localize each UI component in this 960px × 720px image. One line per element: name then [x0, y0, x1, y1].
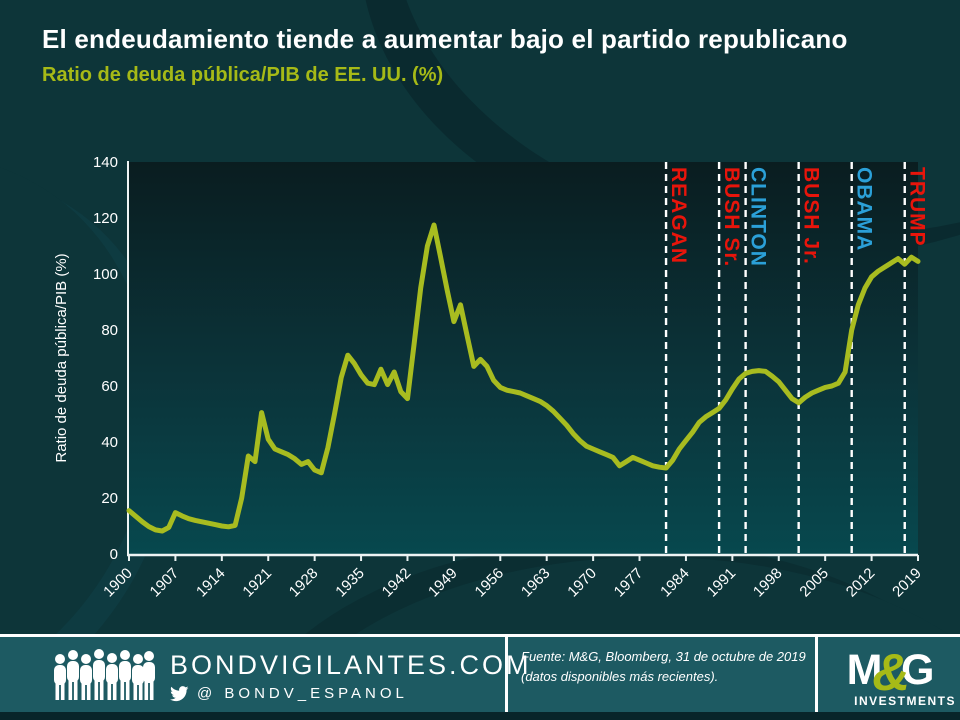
source-line-2: (datos disponibles más recientes). — [521, 668, 719, 684]
footer-divider — [815, 637, 818, 712]
footer-divider — [505, 637, 508, 712]
brand-name: BONDVIGILANTES.COM — [170, 650, 532, 680]
president-label-obama: OBAMA — [853, 167, 876, 251]
y-tick-label: 0 — [110, 546, 118, 563]
people-crowd-icon — [54, 649, 155, 700]
page-title: El endeudamiento tiende a aumentar bajo … — [42, 24, 848, 54]
y-tick-label: 20 — [101, 490, 118, 507]
source-line-1: Fuente: M&G, Bloomberg, 31 de octubre de… — [521, 649, 806, 664]
x-tick-label: 2005 — [796, 565, 832, 601]
president-label-trump: TRUMP — [906, 167, 929, 247]
president-label-clinton: CLINTON — [747, 167, 770, 267]
mg-logo-ampersand: & — [872, 644, 910, 702]
x-tick-label: 1907 — [147, 565, 183, 601]
president-label-bush-jr: BUSH Jr. — [800, 167, 823, 265]
x-tick-label: 1991 — [704, 565, 740, 601]
y-tick-label: 100 — [93, 266, 118, 283]
x-tick-label: 1984 — [657, 565, 693, 601]
x-tick-label: 1970 — [564, 565, 600, 601]
x-tick-label: 1921 — [239, 565, 275, 601]
debt-ratio-line — [126, 222, 921, 534]
twitter-bird-icon — [170, 685, 189, 701]
y-tick-label: 40 — [101, 434, 118, 451]
x-tick-label: 1956 — [472, 565, 508, 601]
twitter-row: @ BONDV_ESPANOL — [170, 685, 532, 702]
y-tick-label: 60 — [101, 378, 118, 395]
footer-bar: BONDVIGILANTES.COM @ BONDV_ESPANOL Fuent… — [0, 634, 960, 712]
president-label-reagan: REAGAN — [667, 167, 690, 264]
x-tick-label: 2019 — [889, 565, 925, 601]
y-tick-label: 80 — [101, 322, 118, 339]
bottom-strip — [0, 712, 960, 720]
x-tick-label: 1977 — [611, 565, 647, 601]
x-tick-label: 1998 — [750, 565, 786, 601]
x-tick-label: 1949 — [425, 565, 461, 601]
debt-ratio-chart: 0 20 40 60 80 100 120 140 1900 1907 1914 1921 1928 19… — [53, 154, 929, 601]
x-tick-label: 1928 — [286, 565, 322, 601]
x-tick-label: 1914 — [193, 565, 229, 601]
mg-logo-m: M — [846, 645, 883, 694]
y-tick-label: 140 — [93, 154, 118, 171]
x-tick-label: 1942 — [379, 565, 415, 601]
source-note: Fuente: M&G, Bloomberg, 31 de octubre de… — [521, 647, 809, 686]
mg-investments-logo: M & G INVESTMENTS — [820, 641, 960, 711]
x-tick-label: 1900 — [100, 565, 136, 601]
header: El endeudamiento tiende a aumentar bajo … — [42, 24, 848, 87]
page-subtitle: Ratio de deuda pública/PIB de EE. UU. (%… — [42, 64, 444, 86]
brand-block: BONDVIGILANTES.COM @ BONDV_ESPANOL — [170, 650, 532, 702]
mg-logo-row: M & G — [846, 644, 935, 702]
twitter-handle: @ BONDV_ESPANOL — [197, 685, 408, 702]
president-label-bush-sr: BUSH Sr. — [720, 167, 743, 267]
x-tick-label: 1963 — [518, 565, 554, 601]
plot-area — [129, 162, 918, 554]
mg-logo-g: G — [900, 645, 934, 694]
x-tick-label: 2012 — [843, 565, 879, 601]
y-axis-title: Ratio de deuda pública/PIB (%) — [53, 253, 70, 462]
mg-logo-tagline: INVESTMENTS — [854, 694, 956, 708]
y-tick-label: 120 — [93, 210, 118, 227]
x-tick-label: 1935 — [332, 565, 368, 601]
